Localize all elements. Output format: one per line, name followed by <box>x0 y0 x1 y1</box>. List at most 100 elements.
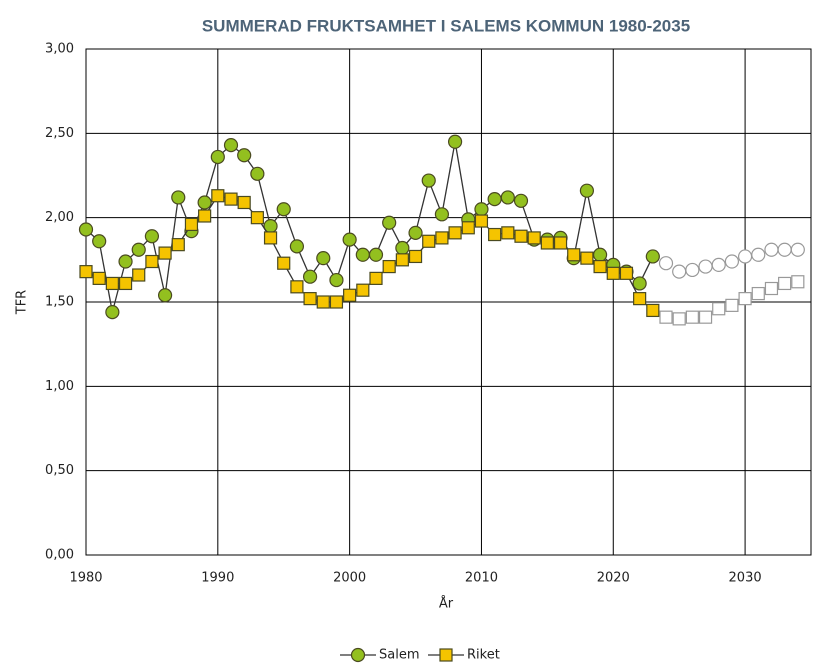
data-point <box>395 240 410 256</box>
data-point <box>329 272 344 288</box>
data-point <box>738 292 752 306</box>
data-point <box>316 251 331 266</box>
data-point <box>672 264 687 279</box>
line-segment <box>204 156 219 203</box>
data-point <box>92 234 107 249</box>
data-point <box>712 302 726 316</box>
data-point <box>553 236 568 250</box>
data-point <box>474 214 489 228</box>
data-point <box>791 275 805 289</box>
data-point <box>184 217 199 232</box>
legend-marker <box>439 648 453 662</box>
data-point <box>737 249 753 264</box>
data-point <box>632 276 647 291</box>
data-point <box>355 247 370 262</box>
legend-marker <box>350 647 366 663</box>
data-point <box>764 281 779 296</box>
data-point <box>342 232 357 247</box>
data-point <box>118 254 133 269</box>
x-tick-label: 2000 <box>333 571 366 586</box>
y-axis-label: TFR <box>15 290 30 315</box>
data-point <box>289 239 305 254</box>
data-point <box>777 242 792 257</box>
data-point <box>711 257 726 272</box>
data-point <box>158 246 172 260</box>
data-point <box>210 149 225 165</box>
line-segment <box>454 141 469 220</box>
data-point <box>105 305 120 320</box>
data-point <box>224 192 238 206</box>
data-point <box>118 276 133 291</box>
data-point <box>223 138 239 153</box>
x-axis-label: År <box>439 596 454 612</box>
data-point <box>725 298 739 312</box>
data-point <box>658 256 674 271</box>
data-point <box>606 266 620 280</box>
y-tick-label: 0,00 <box>45 548 74 563</box>
data-point <box>105 276 119 291</box>
data-point <box>277 256 291 270</box>
data-point <box>724 254 740 269</box>
data-point <box>382 215 397 230</box>
y-tick-label: 1,50 <box>45 295 74 310</box>
data-point <box>579 183 595 198</box>
y-tick-label: 3,00 <box>45 42 74 57</box>
data-point <box>144 229 160 244</box>
data-point <box>421 173 436 188</box>
line-segment <box>256 173 272 227</box>
data-point <box>197 195 212 210</box>
data-point <box>645 249 660 264</box>
line-segment <box>441 141 456 215</box>
data-point <box>250 211 264 225</box>
data-point <box>447 134 463 149</box>
data-point <box>263 231 278 245</box>
line-segment <box>414 180 430 234</box>
y-tick-label: 2,50 <box>45 126 74 141</box>
data-point <box>211 189 225 203</box>
data-point <box>132 268 146 282</box>
data-point <box>593 259 607 274</box>
data-point <box>751 286 765 301</box>
data-point <box>302 269 318 284</box>
x-tick-label: 1980 <box>69 571 102 586</box>
data-point <box>382 259 396 274</box>
y-tick-label: 0,50 <box>45 463 74 478</box>
data-point <box>237 195 251 210</box>
data-point <box>343 288 357 302</box>
data-point <box>646 303 660 318</box>
data-point <box>434 207 450 222</box>
data-point <box>461 221 475 235</box>
data-point <box>395 253 409 267</box>
data-point <box>751 247 766 262</box>
data-point <box>368 247 384 262</box>
data-point <box>131 242 146 257</box>
data-point <box>488 227 502 242</box>
data-point <box>790 242 805 257</box>
y-tick-label: 1,00 <box>45 379 74 394</box>
data-point <box>487 192 502 207</box>
data-point <box>501 226 515 240</box>
data-point <box>540 236 554 250</box>
legend-label: Riket <box>467 648 500 663</box>
data-point <box>474 202 489 217</box>
data-point <box>435 231 449 245</box>
data-point <box>500 190 515 205</box>
data-point <box>448 226 462 240</box>
data-point <box>369 271 383 285</box>
data-point <box>592 247 608 262</box>
data-point <box>171 238 185 252</box>
data-point <box>672 312 686 326</box>
data-point <box>78 222 94 237</box>
data-point <box>698 310 713 324</box>
data-point <box>276 202 291 217</box>
data-point <box>633 292 647 306</box>
data-point <box>316 295 330 309</box>
x-tick-label: 2010 <box>465 571 498 586</box>
data-point <box>157 288 173 303</box>
data-point <box>514 229 528 243</box>
data-point <box>580 251 594 265</box>
data-point <box>619 266 634 280</box>
data-point <box>329 295 344 309</box>
data-point <box>237 148 252 163</box>
